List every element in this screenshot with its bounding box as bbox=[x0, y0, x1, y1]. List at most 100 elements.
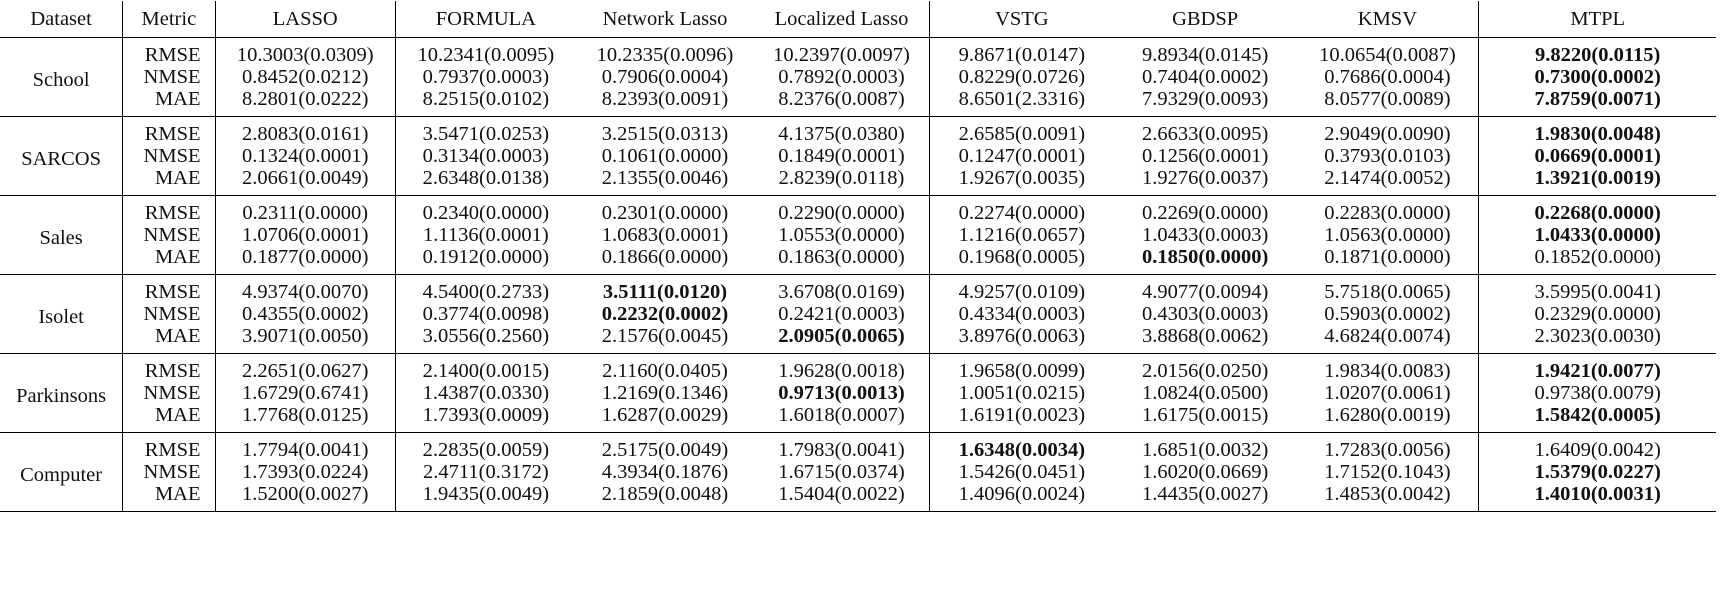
value-cell: 0.8452(0.0212) bbox=[215, 66, 396, 88]
metric-cell: RMSE bbox=[122, 274, 216, 303]
value-cell: 0.7300(0.0002) bbox=[1534, 66, 1661, 88]
value-cell: 1.6287(0.0029) bbox=[575, 404, 755, 433]
results-table: Dataset Metric LASSO FORMULA Network Las… bbox=[0, 1, 1716, 512]
value-cell: 1.9435(0.0049) bbox=[395, 483, 576, 512]
metric-cell: RMSE bbox=[122, 432, 216, 461]
metric-cell: RMSE bbox=[122, 116, 216, 145]
value-cell: 10.2341(0.0095) bbox=[417, 44, 555, 66]
value-cell: 4.3934(0.1876) bbox=[601, 461, 729, 483]
table-row: MAE 1.7768(0.0125) 1.7393(0.0009) 1.6287(0.… bbox=[0, 404, 1716, 433]
dataset-cell: Parkinsons bbox=[0, 353, 124, 433]
header-kmsv: KMSV bbox=[1296, 1, 1480, 38]
value-cell: 0.1866(0.0000) bbox=[575, 246, 755, 275]
value-cell: 0.1061(0.0000) bbox=[601, 145, 729, 167]
value-cell: 2.5175(0.0049) bbox=[601, 439, 729, 461]
value-cell: 3.5995(0.0041) bbox=[1534, 281, 1661, 303]
value-cell: 2.1400(0.0015) bbox=[422, 360, 550, 382]
value-cell: 0.3134(0.0003) bbox=[422, 145, 550, 167]
value-cell: 1.6175(0.0015) bbox=[1113, 404, 1297, 433]
value-cell: 2.3023(0.0030) bbox=[1478, 325, 1716, 354]
value-cell: 0.1968(0.0005) bbox=[929, 246, 1114, 275]
value-cell: 2.2835(0.0059) bbox=[422, 439, 550, 461]
metric-cell: MAE bbox=[122, 404, 216, 433]
value-cell: 9.8671(0.0147) bbox=[958, 44, 1086, 66]
metric-cell: MAE bbox=[122, 88, 216, 117]
table-row: School RMSE 10.3003(0.0309) 10.2341(0.0095)… bbox=[0, 37, 1716, 117]
table-row: NMSE 1.7393(0.0224) 2.4711(0.3172) 4.3934(0… bbox=[0, 461, 1716, 483]
header-mtpl: MTPL bbox=[1478, 1, 1716, 38]
metric-cell: RMSE bbox=[122, 195, 216, 224]
metric-cell: RMSE bbox=[122, 37, 216, 66]
value-cell: 0.7686(0.0004) bbox=[1296, 66, 1480, 88]
value-cell: 0.7892(0.0003) bbox=[754, 66, 930, 88]
value-cell: 8.2515(0.0102) bbox=[395, 88, 576, 117]
value-cell: 2.8083(0.0161) bbox=[215, 116, 396, 145]
table-body: School RMSE 10.3003(0.0309) 10.2341(0.0095)… bbox=[0, 37, 1716, 512]
value-cell: 1.9658(0.0099) bbox=[958, 360, 1086, 382]
header-localized-lasso: Localized Lasso bbox=[754, 1, 930, 38]
value-cell: 0.1852(0.0000) bbox=[1478, 246, 1716, 275]
value-cell: 1.6348(0.0034) bbox=[958, 439, 1086, 461]
metric-cell: RMSE bbox=[122, 353, 216, 382]
metric-cell: NMSE bbox=[122, 303, 216, 325]
value-cell: 2.9049(0.0090) bbox=[1296, 116, 1480, 145]
value-cell: 1.9628(0.0018) bbox=[754, 353, 930, 382]
value-cell: 10.3003(0.0309) bbox=[215, 37, 396, 66]
value-cell: 8.6501(2.3316) bbox=[929, 88, 1114, 117]
metric-cell: NMSE bbox=[122, 66, 216, 88]
header-network-lasso: Network Lasso bbox=[575, 1, 755, 38]
value-cell: 1.5404(0.0022) bbox=[754, 483, 930, 512]
value-cell: 1.0563(0.0000) bbox=[1296, 224, 1480, 246]
value-cell: 3.2515(0.0313) bbox=[601, 123, 729, 145]
value-cell: 10.0654(0.0087) bbox=[1296, 37, 1480, 66]
table-row: MAE 3.9071(0.0050) 3.0556(0.2560) 2.1576(0.… bbox=[0, 325, 1716, 354]
value-cell: 9.8220(0.0115) bbox=[1535, 44, 1661, 66]
value-cell: 0.2283(0.0000) bbox=[1296, 195, 1480, 224]
value-cell: 5.7518(0.0065) bbox=[1296, 274, 1480, 303]
value-cell: 2.8239(0.0118) bbox=[754, 167, 930, 196]
value-cell: 1.9830(0.0048) bbox=[1534, 123, 1661, 145]
value-cell: 0.2311(0.0000) bbox=[215, 195, 396, 224]
value-cell: 3.5471(0.0253) bbox=[422, 123, 550, 145]
value-cell: 2.6348(0.0138) bbox=[395, 167, 576, 196]
value-cell: 0.1256(0.0001) bbox=[1141, 145, 1269, 167]
metric-cell: NMSE bbox=[122, 461, 216, 483]
value-cell: 1.7152(0.1043) bbox=[1296, 461, 1480, 483]
dataset-cell: SARCOS bbox=[0, 116, 124, 196]
value-cell: 0.2290(0.0000) bbox=[754, 195, 930, 224]
value-cell: 10.2397(0.0097) bbox=[754, 37, 930, 66]
value-cell: 1.9421(0.0077) bbox=[1534, 360, 1661, 382]
value-cell: 0.2340(0.0000) bbox=[422, 202, 550, 224]
header-dataset: Dataset bbox=[0, 1, 124, 38]
value-cell: 0.7404(0.0002) bbox=[1141, 66, 1269, 88]
value-cell: 0.8229(0.0726) bbox=[958, 66, 1086, 88]
value-cell: 1.5379(0.0227) bbox=[1534, 461, 1661, 483]
value-cell: 0.4355(0.0002) bbox=[215, 303, 396, 325]
dataset-cell: Sales bbox=[0, 195, 124, 275]
table-row: Parkinsons RMSE 2.2651(0.0627) 2.1400(0.001… bbox=[0, 353, 1716, 433]
header-formula: FORMULA bbox=[395, 1, 576, 38]
metric-cell: NMSE bbox=[122, 145, 216, 167]
table-row: MAE 0.1877(0.0000) 0.1912(0.0000) 0.1866(0.… bbox=[0, 246, 1716, 275]
table-row: Sales RMSE 0.2311(0.0000) 0.2340(0.0000) 0.2… bbox=[0, 195, 1716, 275]
table-row: Isolet RMSE 4.9374(0.0070) 4.5400(0.2733) 3.… bbox=[0, 274, 1716, 354]
value-cell: 0.2421(0.0003) bbox=[754, 303, 930, 325]
value-cell: 2.6585(0.0091) bbox=[958, 123, 1086, 145]
value-cell: 2.1160(0.0405) bbox=[602, 360, 728, 382]
value-cell: 0.2329(0.0000) bbox=[1534, 303, 1661, 325]
value-cell: 1.1136(0.0001) bbox=[423, 224, 549, 246]
value-cell: 0.1912(0.0000) bbox=[395, 246, 576, 275]
value-cell: 0.1877(0.0000) bbox=[215, 246, 396, 275]
metric-cell: MAE bbox=[122, 325, 216, 354]
value-cell: 1.6729(0.6741) bbox=[215, 382, 396, 404]
value-cell: 1.4010(0.0031) bbox=[1478, 483, 1716, 512]
header-lasso: LASSO bbox=[215, 1, 396, 38]
value-cell: 0.4303(0.0003) bbox=[1141, 303, 1269, 325]
dataset-cell: Computer bbox=[0, 432, 124, 512]
dataset-cell: Isolet bbox=[0, 274, 124, 354]
value-cell: 1.4096(0.0024) bbox=[929, 483, 1114, 512]
metric-cell: NMSE bbox=[122, 224, 216, 246]
value-cell: 1.5200(0.0027) bbox=[215, 483, 396, 512]
value-cell: 3.8868(0.0062) bbox=[1113, 325, 1297, 354]
value-cell: 1.7768(0.0125) bbox=[215, 404, 396, 433]
